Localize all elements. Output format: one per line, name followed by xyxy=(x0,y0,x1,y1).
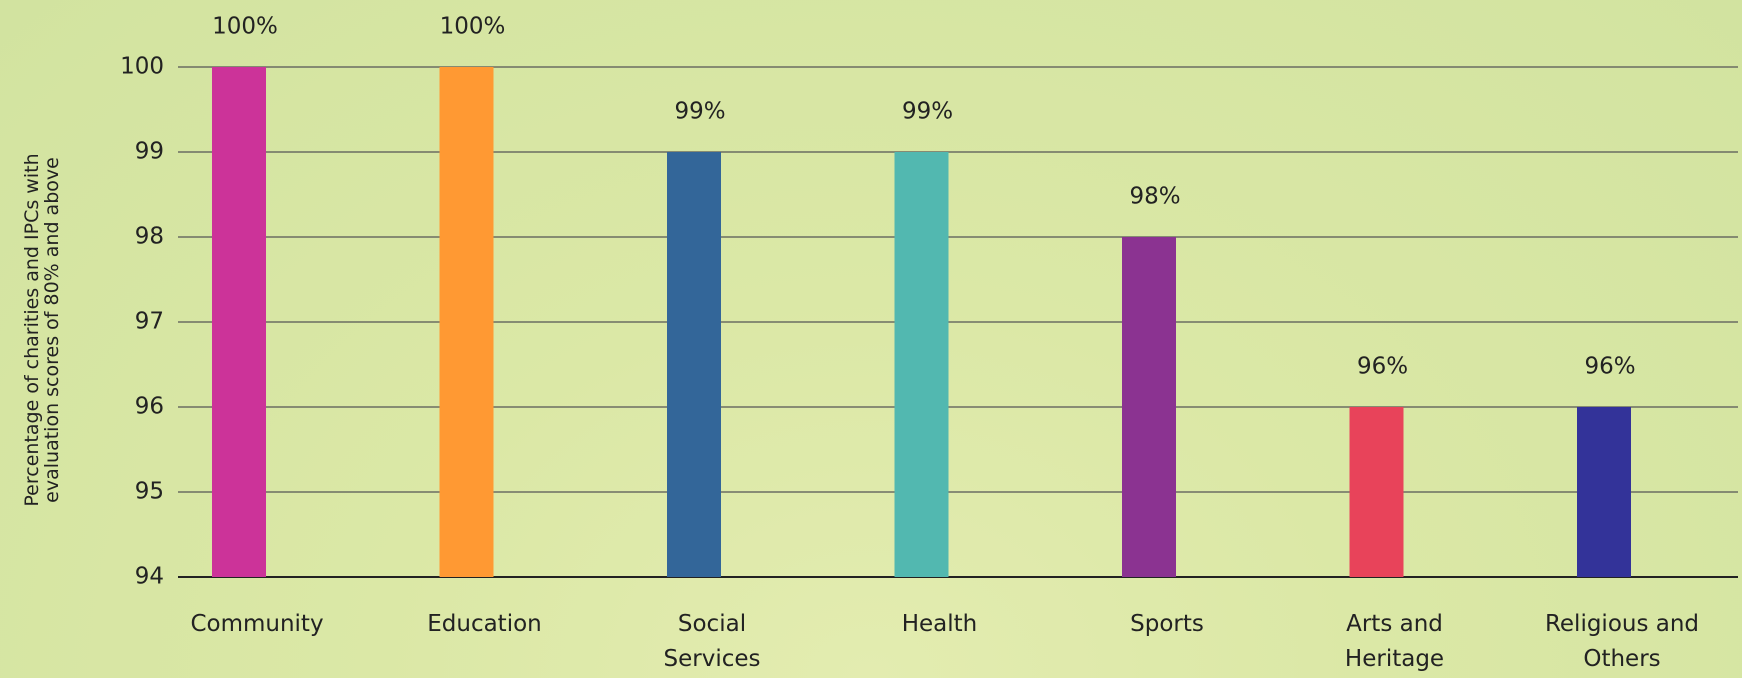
bar xyxy=(667,152,721,577)
bar xyxy=(439,67,494,577)
y-tick-label: 96 xyxy=(135,394,164,420)
x-tick-label: Sports xyxy=(1130,611,1204,637)
value-label: 98% xyxy=(1129,184,1180,210)
value-label: 96% xyxy=(1584,354,1635,380)
x-tick-label: Religious and Others xyxy=(1544,611,1700,672)
y-tick-label: 97 xyxy=(135,309,164,335)
value-label: 99% xyxy=(674,99,725,125)
y-tick-label: 100 xyxy=(120,54,164,80)
y-tick-label: 98 xyxy=(135,224,164,250)
x-tick-label: Community xyxy=(190,611,324,637)
x-tick-label: Health xyxy=(901,611,978,637)
y-tick-label: 94 xyxy=(135,564,164,590)
x-tick-label: Education xyxy=(427,611,542,637)
bar xyxy=(1577,407,1631,577)
y-axis-title: Percentage of charities and IPCs with ev… xyxy=(21,153,63,507)
value-label: 96% xyxy=(1357,354,1408,380)
bar xyxy=(894,152,949,577)
bar xyxy=(1349,407,1404,577)
y-tick-label: 95 xyxy=(135,479,164,505)
value-label: 100% xyxy=(212,14,278,40)
value-label: 99% xyxy=(902,99,953,125)
y-tick-label: 99 xyxy=(135,139,164,165)
x-tick-label: Arts and Heritage xyxy=(1344,611,1445,672)
bar xyxy=(1122,237,1176,577)
bar xyxy=(212,67,266,577)
value-label: 100% xyxy=(440,14,506,40)
x-tick-label: Social Services xyxy=(663,611,761,672)
